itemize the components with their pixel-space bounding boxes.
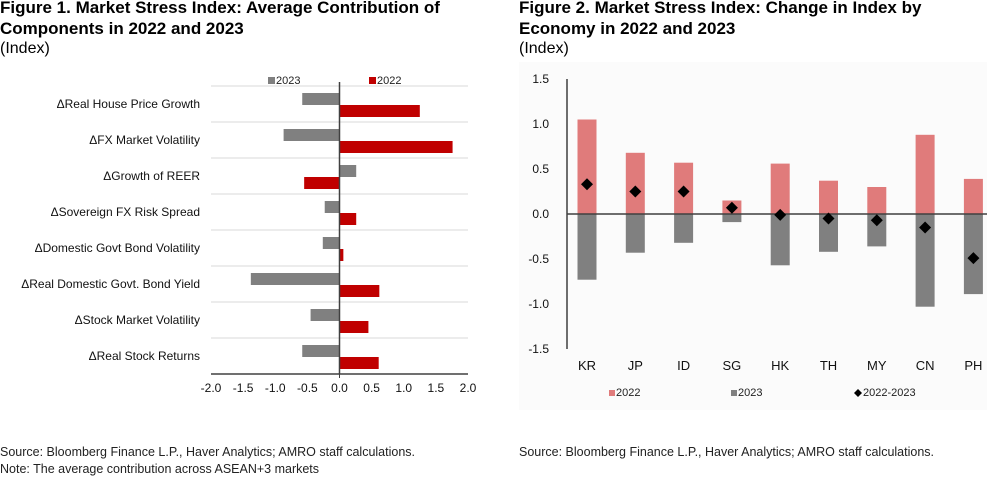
bar-2022-PH [963,178,983,214]
bar-2023-MY [867,214,887,247]
category-label: ΔDomestic Govt Bond Volatility [35,241,200,255]
bar-2022-JP [625,152,645,214]
figure-1-source: Source: Bloomberg Finance L.P., Haver An… [0,445,416,459]
legend-label-2022: 2022 [377,75,401,87]
bar-2022-1 [339,105,420,117]
legend-swatch-2023 [731,390,737,396]
bar-2022-CN [915,134,935,214]
bar-2023-5 [322,237,340,249]
figure-2-title: Figure 2. Market Stress Index: Change in… [519,0,921,39]
bar-2022-5 [339,249,344,261]
bar-2023-6 [250,273,340,285]
marker-2022-2023-CN [919,221,932,234]
category-label: ΔStock Market Volatility [75,313,200,327]
marker-2022-2023-KR [581,178,593,191]
figure-2-plot-background [519,62,987,410]
bar-2023-8 [302,345,340,357]
bar-2022-3 [304,177,340,189]
marker-2022-2023-JP [629,185,642,198]
x-tick-label: SG [723,358,742,373]
legend-swatch-2022-2023 [854,389,862,397]
marker-2022-2023-PH [967,252,980,265]
marker-2022-2023-TH [822,212,835,225]
y-tick-label: -1.5 [528,342,549,356]
bar-2023-SG [722,214,742,223]
category-label: ΔReal Domestic Govt. Bond Yield [21,277,200,291]
bar-2023-JP [625,214,645,253]
marker-2022-2023-ID [677,185,690,198]
legend-label-2022: 2022 [616,387,640,399]
x-tick-label: 0.5 [363,381,380,395]
y-tick-label: 0.5 [532,162,549,176]
x-tick-label: -1.5 [233,381,254,395]
legend-label-2022-2023: 2022-2023 [863,387,916,399]
figure-1: Figure 1. Market Stress Index: Average C… [0,0,477,476]
x-tick-label: -2.0 [201,381,222,395]
bar-2022-KR [577,119,597,214]
figure-1-note: Note: The average contribution across AS… [0,462,320,476]
x-tick-label: 1.5 [428,381,445,395]
x-tick-label: -0.5 [297,381,318,395]
y-tick-label: 1.5 [532,72,549,86]
figure-2-title-line2: Economy in 2022 and 2023 [519,19,736,38]
bar-2022-4 [339,213,357,225]
bar-2023-TH [819,214,838,252]
x-tick-label: CN [916,358,935,373]
x-tick-label: 0.0 [331,381,348,395]
figure-1-unit: (Index) [0,40,50,57]
bar-2022-8 [339,357,379,369]
bar-2023-4 [324,201,340,213]
bar-2022-7 [339,321,369,333]
bar-2023-3 [339,165,357,177]
legend-swatch-2022 [369,77,376,84]
figure-1-title-line2: Components in 2022 and 2023 [0,19,244,38]
x-tick-label: PH [964,358,982,373]
figure-2: Figure 2. Market Stress Index: Change in… [519,0,987,481]
x-tick-label: KR [578,358,596,373]
x-tick-label: HK [771,358,789,373]
x-tick-label: 2.0 [460,381,477,395]
x-tick-label: 1.0 [395,381,412,395]
legend-swatch-2022 [609,390,615,396]
bar-2023-KR [577,214,597,280]
bar-2022-2 [339,141,453,153]
legend-label-2023: 2023 [276,75,300,87]
legend-swatch-2023 [268,77,275,84]
figure-1-title-line1: Figure 1. Market Stress Index: Average C… [0,0,440,17]
x-tick-label: MY [867,358,887,373]
bar-2022-MY [867,187,887,214]
y-tick-label: -0.5 [528,252,549,266]
figure-2-title-line1: Figure 2. Market Stress Index: Change in… [519,0,922,17]
bar-2022-6 [339,285,380,297]
bar-2023-7 [310,309,340,321]
marker-2022-2023-MY [870,214,883,227]
x-tick-label: ID [677,358,690,373]
marker-2022-2023-HK [774,208,787,221]
x-tick-label: -1.0 [265,381,286,395]
category-label: ΔFX Market Volatility [89,133,200,147]
figure-2-unit: (Index) [519,40,569,57]
category-label: ΔReal House Price Growth [57,97,200,111]
bar-2023-1 [302,93,340,105]
y-tick-label: 1.0 [532,117,549,131]
bar-2023-ID [674,214,694,243]
category-label: ΔSovereign FX Risk Spread [51,205,200,219]
category-label: ΔGrowth of REER [103,169,200,183]
x-tick-label: JP [628,358,643,373]
x-tick-label: TH [820,358,837,373]
marker-2022-2023-SG [725,201,738,214]
y-tick-label: -1.0 [528,297,549,311]
legend-label-2023: 2023 [738,387,762,399]
bar-2022-TH [819,180,838,214]
y-tick-label: 0.0 [532,207,549,221]
bar-2022-HK [770,163,790,214]
category-label: ΔReal Stock Returns [89,349,200,363]
figure-1-title: Figure 1. Market Stress Index: Average C… [0,0,440,39]
bar-2023-HK [770,214,790,266]
figure-2-source: Source: Bloomberg Finance L.P., Haver An… [519,445,935,459]
bar-2023-2 [283,129,340,141]
figure-2-chart: 1.5 1.0 0.5 0.0 -0.5 -1.0 -1.5 KR JP ID SG HK TH MY CN… [528,72,987,399]
bar-2023-CN [915,214,935,307]
figure-1-chart: ΔReal House Price Growth ΔFX Market Volat… [21,75,477,395]
